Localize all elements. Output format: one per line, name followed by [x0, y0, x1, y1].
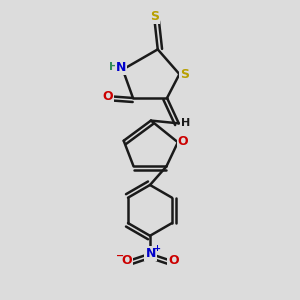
Text: O: O — [102, 90, 113, 103]
Text: −: − — [116, 251, 124, 261]
Text: H: H — [181, 118, 190, 128]
Text: N: N — [116, 61, 126, 74]
Text: O: O — [168, 254, 179, 267]
Text: O: O — [178, 136, 188, 148]
Text: H: H — [109, 62, 118, 72]
Text: O: O — [121, 254, 132, 267]
Text: N: N — [146, 247, 156, 260]
Text: S: S — [150, 10, 159, 23]
Text: S: S — [181, 68, 190, 81]
Text: +: + — [153, 244, 160, 253]
